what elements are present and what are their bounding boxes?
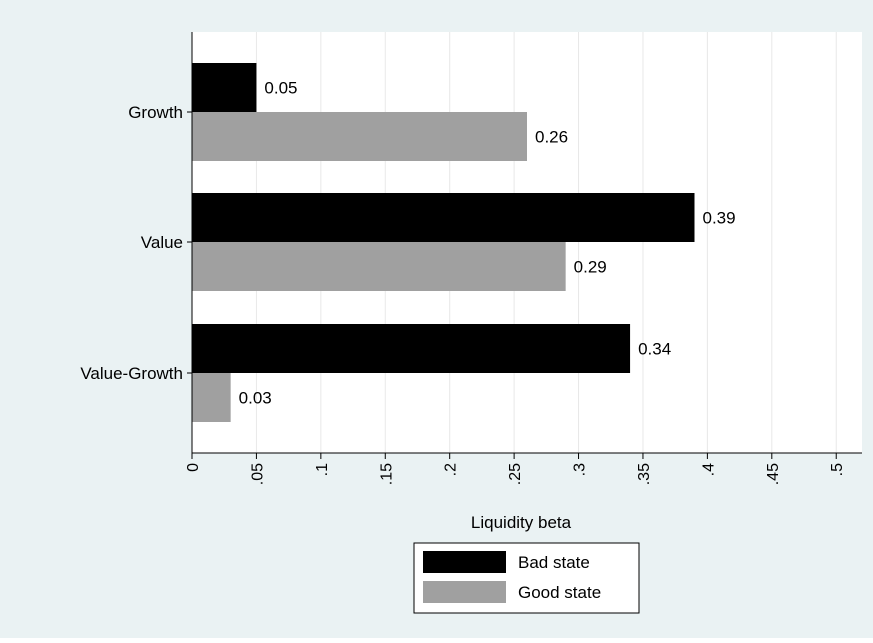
bar-value-good-state [192, 242, 566, 291]
x-tick-label: .05 [249, 463, 266, 485]
x-tick-label: .35 [636, 463, 653, 485]
legend: Bad state Good state [413, 542, 640, 614]
category-label-growth: Growth [128, 103, 183, 122]
bar-value-label: 0.03 [239, 389, 272, 408]
x-tick-label: 0 [185, 463, 202, 472]
x-tick-label: .1 [314, 463, 331, 476]
legend-swatch-bad-state [423, 551, 506, 573]
bar-value-label: 0.29 [574, 258, 607, 277]
bars [192, 63, 695, 422]
x-tick-label: .3 [572, 463, 589, 476]
category-label-value: Value [141, 233, 183, 252]
x-tick-label: .15 [378, 463, 395, 485]
bar-value-label: 0.34 [638, 340, 671, 359]
legend-swatch-good-state [423, 581, 506, 603]
x-tick-label: .2 [443, 463, 460, 476]
bar-value-growth-bad-state [192, 324, 631, 373]
x-tick-label: .45 [765, 463, 782, 485]
x-axis-label: Liquidity beta [471, 513, 572, 532]
x-tick-label: .4 [700, 463, 717, 476]
bar-value-growth-good-state [192, 373, 231, 422]
x-tick-label: .5 [829, 463, 846, 476]
bar-value-labels: 0.05 0.26 0.39 0.29 0.34 0.03 [239, 79, 736, 408]
x-tick-label: .25 [507, 463, 524, 485]
bar-value-label: 0.26 [535, 128, 568, 147]
x-tick-labels: 0 .05 .1 .15 .2 .25 .3 .35 .4 .45 .5 [185, 463, 846, 485]
legend-label-good-state: Good state [518, 583, 601, 602]
bar-value-label: 0.39 [703, 209, 736, 228]
bar-value-label: 0.05 [264, 79, 297, 98]
legend-label-bad-state: Bad state [518, 553, 590, 572]
category-label-value-growth: Value-Growth [80, 364, 183, 383]
axes [187, 32, 862, 459]
bar-value-bad-state [192, 193, 695, 242]
bar-growth-bad-state [192, 63, 257, 112]
bar-growth-good-state [192, 112, 527, 161]
category-labels: Growth Value Value-Growth [80, 103, 183, 383]
